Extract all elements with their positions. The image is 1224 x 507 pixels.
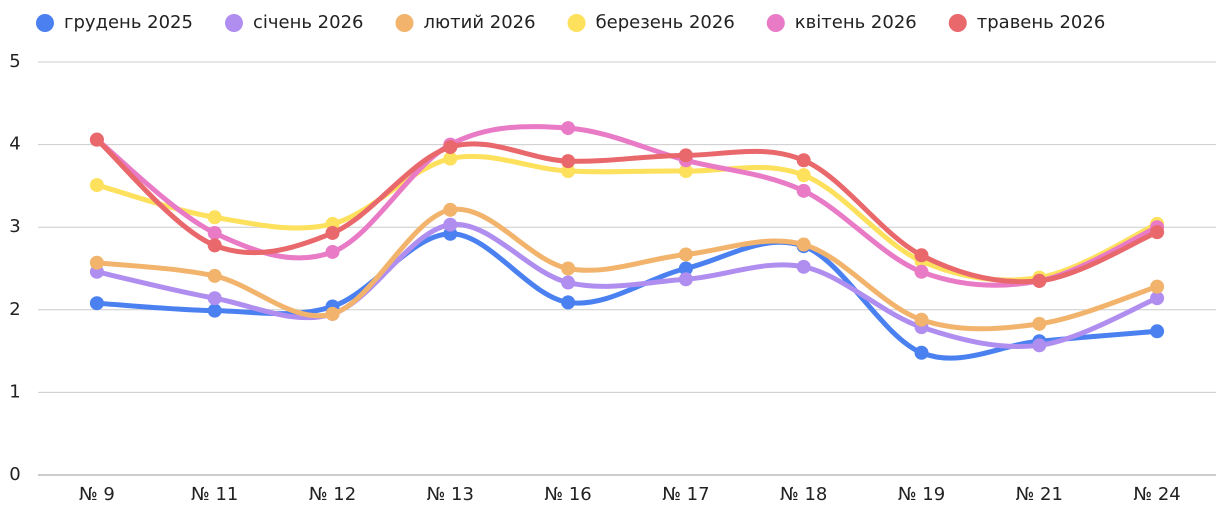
x-tick-label: № 9 — [79, 484, 115, 505]
y-tick-label: 0 — [9, 464, 20, 485]
legend-swatch — [766, 14, 785, 32]
point — [796, 183, 811, 198]
legend-item: травень 2026 — [948, 12, 1106, 33]
legend-swatch — [36, 14, 54, 32]
line — [94, 206, 1160, 332]
legend-item: лютий 2026 — [395, 12, 536, 33]
point — [325, 244, 340, 259]
legend-label: грудень 2025 — [64, 12, 193, 33]
legend-label: травень 2026 — [977, 12, 1106, 33]
point — [1032, 338, 1047, 353]
x-tick-label: № 12 — [309, 484, 356, 505]
legend-label: квітень 2026 — [795, 12, 917, 33]
point — [443, 202, 458, 217]
y-tick-label: 5 — [9, 51, 20, 72]
legend-swatch — [948, 14, 967, 32]
point — [1150, 291, 1165, 306]
point — [443, 151, 458, 166]
point — [89, 296, 104, 311]
point — [914, 345, 929, 360]
point — [325, 225, 340, 240]
legend-item: грудень 2025 — [36, 12, 193, 33]
x-tick-label: № 21 — [1016, 484, 1063, 505]
x-tick-label: № 17 — [662, 484, 709, 505]
x-tick-label: № 11 — [191, 484, 238, 505]
point — [796, 237, 811, 252]
point — [89, 132, 104, 147]
series — [89, 132, 1165, 288]
point — [207, 238, 222, 253]
x-tick-label: № 13 — [427, 484, 474, 505]
point — [561, 164, 576, 179]
point — [443, 140, 458, 155]
point — [678, 247, 693, 262]
x-tick-label: № 24 — [1133, 484, 1180, 505]
point — [914, 312, 929, 327]
y-tick-label: 2 — [9, 299, 20, 320]
legend-item: квітень 2026 — [766, 12, 917, 33]
legend-swatch — [567, 14, 586, 32]
point — [1032, 316, 1047, 331]
line — [94, 124, 1160, 288]
point — [1032, 273, 1047, 288]
x-tick-label: № 18 — [780, 484, 827, 505]
point — [796, 168, 811, 183]
y-tick-label: 3 — [9, 216, 20, 237]
legend-item: січень 2026 — [224, 12, 364, 33]
point — [207, 268, 222, 283]
legend-item: березень 2026 — [567, 12, 735, 33]
point — [561, 261, 576, 276]
point — [561, 275, 576, 290]
point — [1150, 279, 1165, 294]
y-tick-label: 1 — [9, 381, 20, 402]
x-tick-label: № 19 — [898, 484, 945, 505]
point — [1150, 324, 1165, 339]
series — [89, 202, 1165, 332]
legend-swatch — [224, 14, 243, 32]
point — [1150, 225, 1165, 240]
legend-swatch — [395, 14, 414, 32]
point — [678, 272, 693, 287]
point — [89, 255, 104, 270]
point — [89, 178, 104, 193]
point — [207, 303, 222, 318]
point — [561, 154, 576, 169]
line — [94, 153, 1160, 283]
point — [914, 264, 929, 279]
line — [94, 222, 1160, 350]
point — [207, 210, 222, 225]
legend-label: лютий 2026 — [423, 12, 535, 33]
point — [207, 291, 222, 306]
point — [796, 259, 811, 274]
line — [94, 231, 1160, 361]
point — [443, 217, 458, 232]
line — [94, 137, 1160, 285]
series — [89, 121, 1165, 288]
x-tick-label: № 16 — [544, 484, 591, 505]
point — [561, 121, 576, 136]
point — [678, 261, 693, 276]
point — [678, 148, 693, 163]
legend-label: січень 2026 — [253, 12, 364, 33]
point — [678, 164, 693, 179]
point — [561, 295, 576, 310]
point — [796, 153, 811, 168]
point — [914, 248, 929, 263]
y-tick-label: 4 — [9, 134, 20, 155]
point — [207, 225, 222, 240]
point — [325, 306, 340, 321]
legend-label: березень 2026 — [596, 12, 735, 33]
